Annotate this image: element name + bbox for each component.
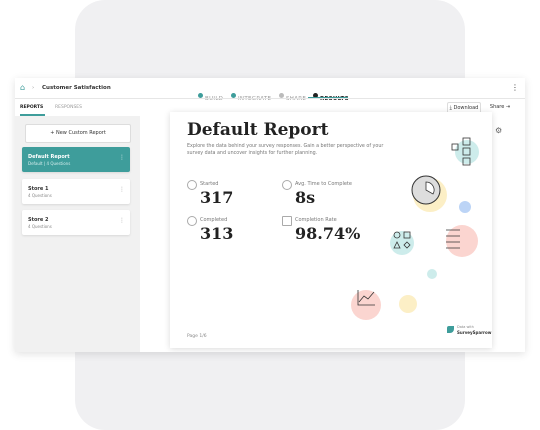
tab-underline (20, 114, 45, 116)
page-number: Page 1/6 (187, 334, 207, 339)
settings-icon[interactable]: ⚙ (495, 126, 503, 135)
sidebar: + New Custom Report Default Report Defau… (15, 116, 140, 352)
stat-icon (282, 180, 292, 190)
stat-value: 8s (295, 188, 316, 207)
deco-circle (446, 225, 478, 257)
report-name: Default Report (28, 154, 70, 160)
report-description: Explore the data behind your survey resp… (187, 144, 384, 156)
report-card[interactable]: Store 2 4 Questions ⋮ (22, 210, 130, 235)
deco-circle (455, 140, 479, 164)
step[interactable]: BUILD (198, 85, 223, 104)
home-icon[interactable]: ⌂ (20, 83, 26, 92)
brand-name: SurveySparrow (457, 330, 492, 335)
illustrations (351, 137, 479, 320)
deco-icon (403, 231, 411, 239)
kebab[interactable]: ⋮ (119, 186, 125, 193)
deco-circle (427, 269, 437, 279)
report-title: Default Report (187, 120, 329, 140)
tab[interactable]: REPORTS (20, 105, 44, 110)
stat-label: Avg. Time to Complete (295, 181, 352, 187)
button-label: Share (489, 104, 505, 110)
step[interactable]: INTEGRATE (231, 85, 271, 104)
step-label: BUILD (205, 96, 224, 102)
stat-icon (187, 180, 197, 190)
deco-circle (390, 231, 414, 255)
brand-caption: Data with (457, 325, 474, 329)
divider (15, 98, 525, 99)
kebab[interactable]: ⋮ (119, 154, 125, 161)
deco-icon (462, 137, 471, 146)
stat-value: 98.74% (295, 224, 361, 243)
step-underline (308, 97, 348, 99)
stat-label: Started (200, 181, 219, 187)
report-name: Store 2 (28, 217, 49, 223)
deco-icon (462, 147, 471, 156)
stat-icon (187, 216, 197, 226)
stat-icon (282, 216, 292, 226)
brand-logo (447, 326, 454, 333)
deco-icon (393, 241, 411, 249)
menu[interactable]: ⋮ (511, 83, 519, 92)
breadcrumb[interactable]: Customer Satisfaction (42, 85, 111, 91)
step-label: RESULTS (320, 96, 349, 102)
app-window: ⌂ › Customer Satisfaction BUILD INTEGRAT… (15, 78, 525, 352)
report-meta: 4 Questions (28, 193, 52, 198)
report-page: Default Report Explore the data behind y… (170, 112, 492, 348)
stat-label: Completion Rate (295, 217, 337, 223)
report-name: Store 1 (28, 186, 49, 192)
deco-pie (425, 181, 435, 195)
step-label: INTEGRATE (238, 96, 272, 102)
step-label: SHARE (286, 96, 307, 102)
stat-value: 313 (200, 224, 234, 243)
share-button[interactable]: Share ⇥ (485, 102, 515, 112)
tab[interactable]: RESPONSES (55, 105, 83, 110)
deco-icon (451, 143, 459, 151)
stat-value: 317 (200, 188, 234, 207)
deco-icon (393, 231, 401, 239)
step[interactable]: SHARE (279, 85, 306, 104)
deco-circle (399, 295, 417, 313)
deco-icon (446, 229, 460, 249)
new-report-button[interactable]: + New Custom Report (25, 124, 131, 143)
separator: › (32, 85, 35, 91)
deco-circle (459, 201, 471, 213)
step[interactable]: RESULTS (313, 85, 349, 104)
report-meta: Default | 4 Questions (28, 161, 71, 166)
button-label: Download (453, 105, 479, 111)
report-meta: 4 Questions (28, 224, 52, 229)
report-card[interactable]: Store 1 4 Questions ⋮ (22, 179, 130, 204)
kebab[interactable]: ⋮ (119, 217, 125, 224)
deco-icon (357, 290, 375, 306)
report-card[interactable]: Default Report Default | 4 Questions ⋮ (22, 147, 130, 172)
deco-icon (462, 157, 471, 166)
stat-label: Completed (200, 217, 228, 223)
